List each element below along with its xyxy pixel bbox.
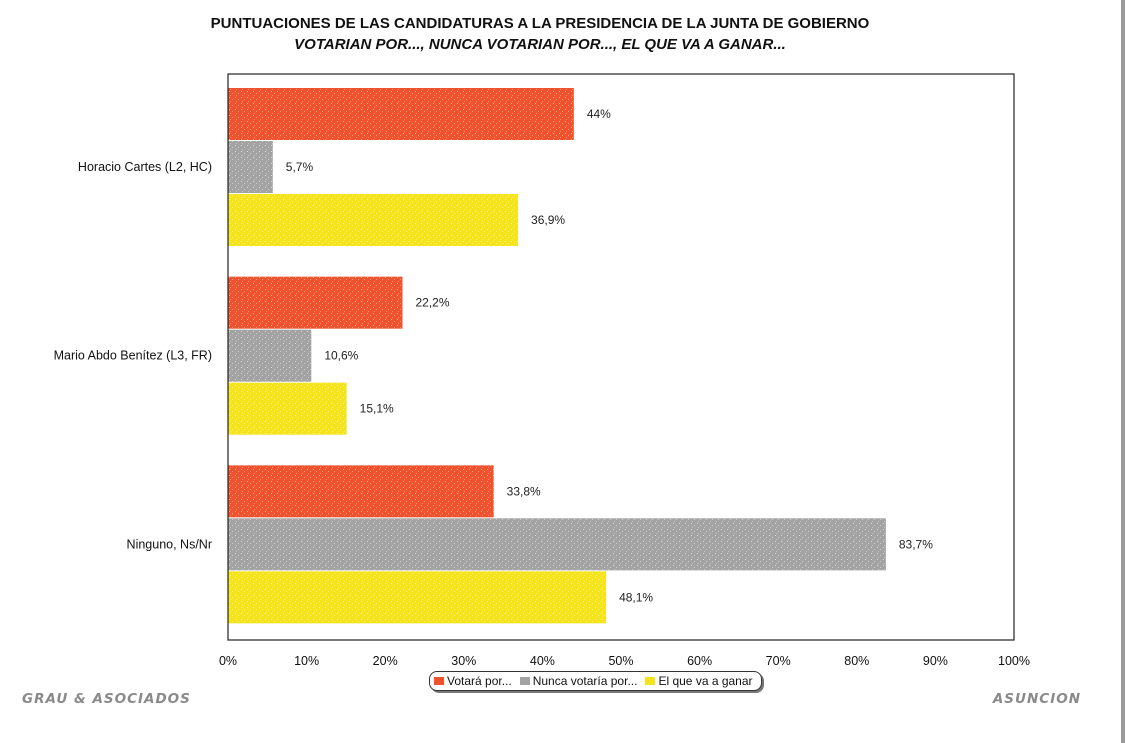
x-tick-label: 40%	[530, 654, 555, 668]
bar-texture	[228, 276, 403, 329]
data-label: 22,2%	[415, 296, 449, 310]
legend: Votará por... Nunca votaría por... El qu…	[429, 671, 762, 691]
category-label: Ninguno, Ns/Nr	[127, 537, 212, 551]
bar-texture	[228, 465, 494, 518]
bar-texture	[228, 382, 347, 435]
x-tick-label: 60%	[687, 654, 712, 668]
x-tick-label: 10%	[294, 654, 319, 668]
legend-swatch-nunca	[519, 677, 530, 685]
bar-texture	[228, 329, 312, 382]
page-edge	[1121, 0, 1125, 743]
data-label: 10,6%	[324, 349, 358, 363]
bar-texture	[228, 194, 519, 246]
data-label: 33,8%	[507, 484, 541, 498]
legend-swatch-ganar	[645, 677, 656, 685]
legend-label-ganar: El que va a ganar	[658, 674, 753, 688]
category-label: Mario Abdo Benítez (L3, FR)	[54, 349, 212, 363]
bar-texture	[228, 518, 886, 571]
plot-frame	[227, 73, 1015, 641]
legend-label-votara: Votará por...	[447, 674, 512, 688]
chart-title: PUNTUACIONES DE LAS CANDIDATURAS A LA PR…	[210, 15, 870, 32]
legend-swatch-votara	[434, 677, 444, 685]
legend-item-nunca: Nunca votaría por...	[519, 674, 638, 688]
bar-texture	[228, 88, 574, 140]
bar-chart: Horacio Cartes (L2, HC) 44% 5,7% 36,9% Mario…	[54, 73, 1030, 668]
data-label: 83,7%	[899, 537, 933, 551]
legend-item-ganar: El que va a ganar	[645, 674, 753, 688]
bar-texture	[228, 141, 273, 193]
data-label: 36,9%	[531, 213, 565, 227]
chart-subtitle: VOTARIAN POR..., NUNCA VOTARIAN POR..., …	[294, 36, 786, 53]
x-tick-label: 20%	[373, 654, 398, 668]
x-tick-label: 80%	[844, 654, 869, 668]
data-label: 44%	[587, 107, 611, 121]
category-label: Horacio Cartes (L2, HC)	[78, 160, 212, 174]
bar-texture	[228, 571, 607, 624]
data-label: 5,7%	[286, 160, 314, 174]
x-tick-label: 100%	[998, 654, 1030, 668]
footer-brand: GRAU & ASOCIADOS	[22, 691, 191, 707]
data-label: 15,1%	[360, 402, 394, 416]
legend-label-nunca: Nunca votaría por...	[532, 674, 638, 688]
x-tick-label: 0%	[219, 654, 237, 668]
data-label: 48,1%	[619, 590, 653, 604]
x-tick-label: 90%	[923, 654, 948, 668]
footer-location: ASUNCION	[992, 691, 1081, 707]
x-tick-label: 50%	[608, 654, 633, 668]
legend-item-votara: Votará por...	[434, 674, 512, 688]
x-tick-label: 70%	[766, 654, 791, 668]
x-tick-label: 30%	[451, 654, 476, 668]
